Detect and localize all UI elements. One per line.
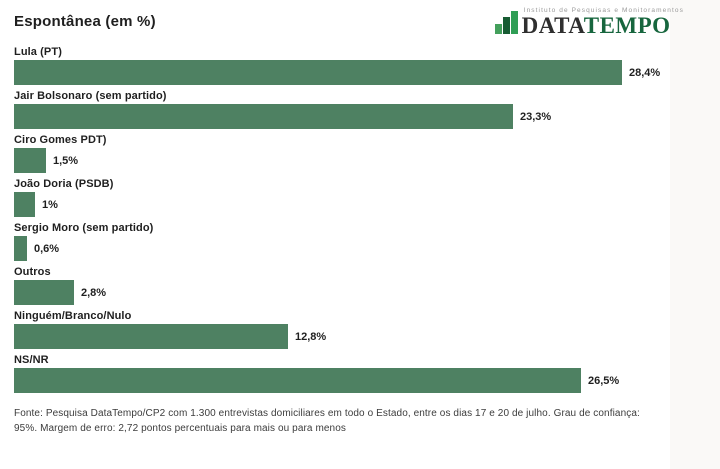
bar-value-label: 2,8% — [81, 286, 107, 299]
bar-value-label: 26,5% — [588, 374, 620, 387]
bar-chart-icon — [494, 11, 518, 37]
logo-tagline: Instituto de Pesquisas e Monitoramentos — [523, 7, 684, 14]
bar-value-label: 1,5% — [53, 154, 79, 167]
bar-value-label: 0,6% — [34, 242, 60, 255]
horizontal-bar-chart: Lula (PT) 28,4% Jair Bolsonaro (sem partid… — [14, 46, 670, 398]
bar-track: 1% — [14, 192, 670, 217]
source-note: Fonte: Pesquisa DataTempo/CP2 com 1.300 … — [14, 408, 640, 434]
bar-row: NS/NR 26,5% — [14, 354, 670, 393]
bar-row: Sergio Moro (sem partido) 0,6% — [14, 222, 670, 261]
bar-value-label: 12,8% — [295, 330, 327, 343]
bar-row: Ciro Gomes PDT) 1,5% — [14, 134, 670, 173]
bar-category-label: Outros — [14, 266, 51, 278]
datatempo-logo: Instituto de Pesquisas e Monitoramentos … — [494, 7, 684, 38]
logo-name-data: DATA — [521, 13, 584, 38]
bar-value-label: 1% — [42, 198, 58, 211]
bar-category-label: NS/NR — [14, 354, 49, 366]
bar-category-label: Lula (PT) — [14, 46, 62, 58]
bar-value-label: 28,4% — [629, 66, 661, 79]
chart-title: Espontânea (em %) — [14, 13, 156, 30]
bar-row: Lula (PT) 28,4% — [14, 46, 670, 85]
bar-row: Jair Bolsonaro (sem partido) 23,3% — [14, 90, 670, 129]
bar-row: Ninguém/Branco/Nulo 12,8% — [14, 310, 670, 349]
bar-category-label: Sergio Moro (sem partido) — [14, 222, 154, 234]
bar-category-label: João Doria (PSDB) — [14, 178, 114, 190]
bar-fill — [14, 280, 74, 305]
bar-fill — [14, 104, 513, 129]
bar-track: 0,6% — [14, 236, 670, 261]
bar-track: 12,8% — [14, 324, 670, 349]
bar-fill — [14, 60, 622, 85]
logo-name-tempo: TEMPO — [583, 13, 671, 38]
bar-fill — [14, 148, 46, 173]
bar-category-label: Ninguém/Branco/Nulo — [14, 310, 132, 322]
bar-fill — [14, 368, 581, 393]
bar-value-label: 23,3% — [520, 110, 552, 123]
bar-category-label: Jair Bolsonaro (sem partido) — [14, 90, 167, 102]
page-background-strip — [670, 0, 720, 469]
bar-fill — [14, 192, 35, 217]
bar-track: 2,8% — [14, 280, 670, 305]
logo-name: DATATEMPO — [521, 13, 671, 38]
bar-row: Outros 2,8% — [14, 266, 670, 305]
bar-track: 28,4% — [14, 60, 670, 85]
bar-category-label: Ciro Gomes PDT) — [14, 134, 107, 146]
bar-row: João Doria (PSDB) 1% — [14, 178, 670, 217]
bar-track: 26,5% — [14, 368, 670, 393]
bar-track: 23,3% — [14, 104, 670, 129]
bar-fill — [14, 324, 288, 349]
bar-fill — [14, 236, 27, 261]
bar-track: 1,5% — [14, 148, 670, 173]
